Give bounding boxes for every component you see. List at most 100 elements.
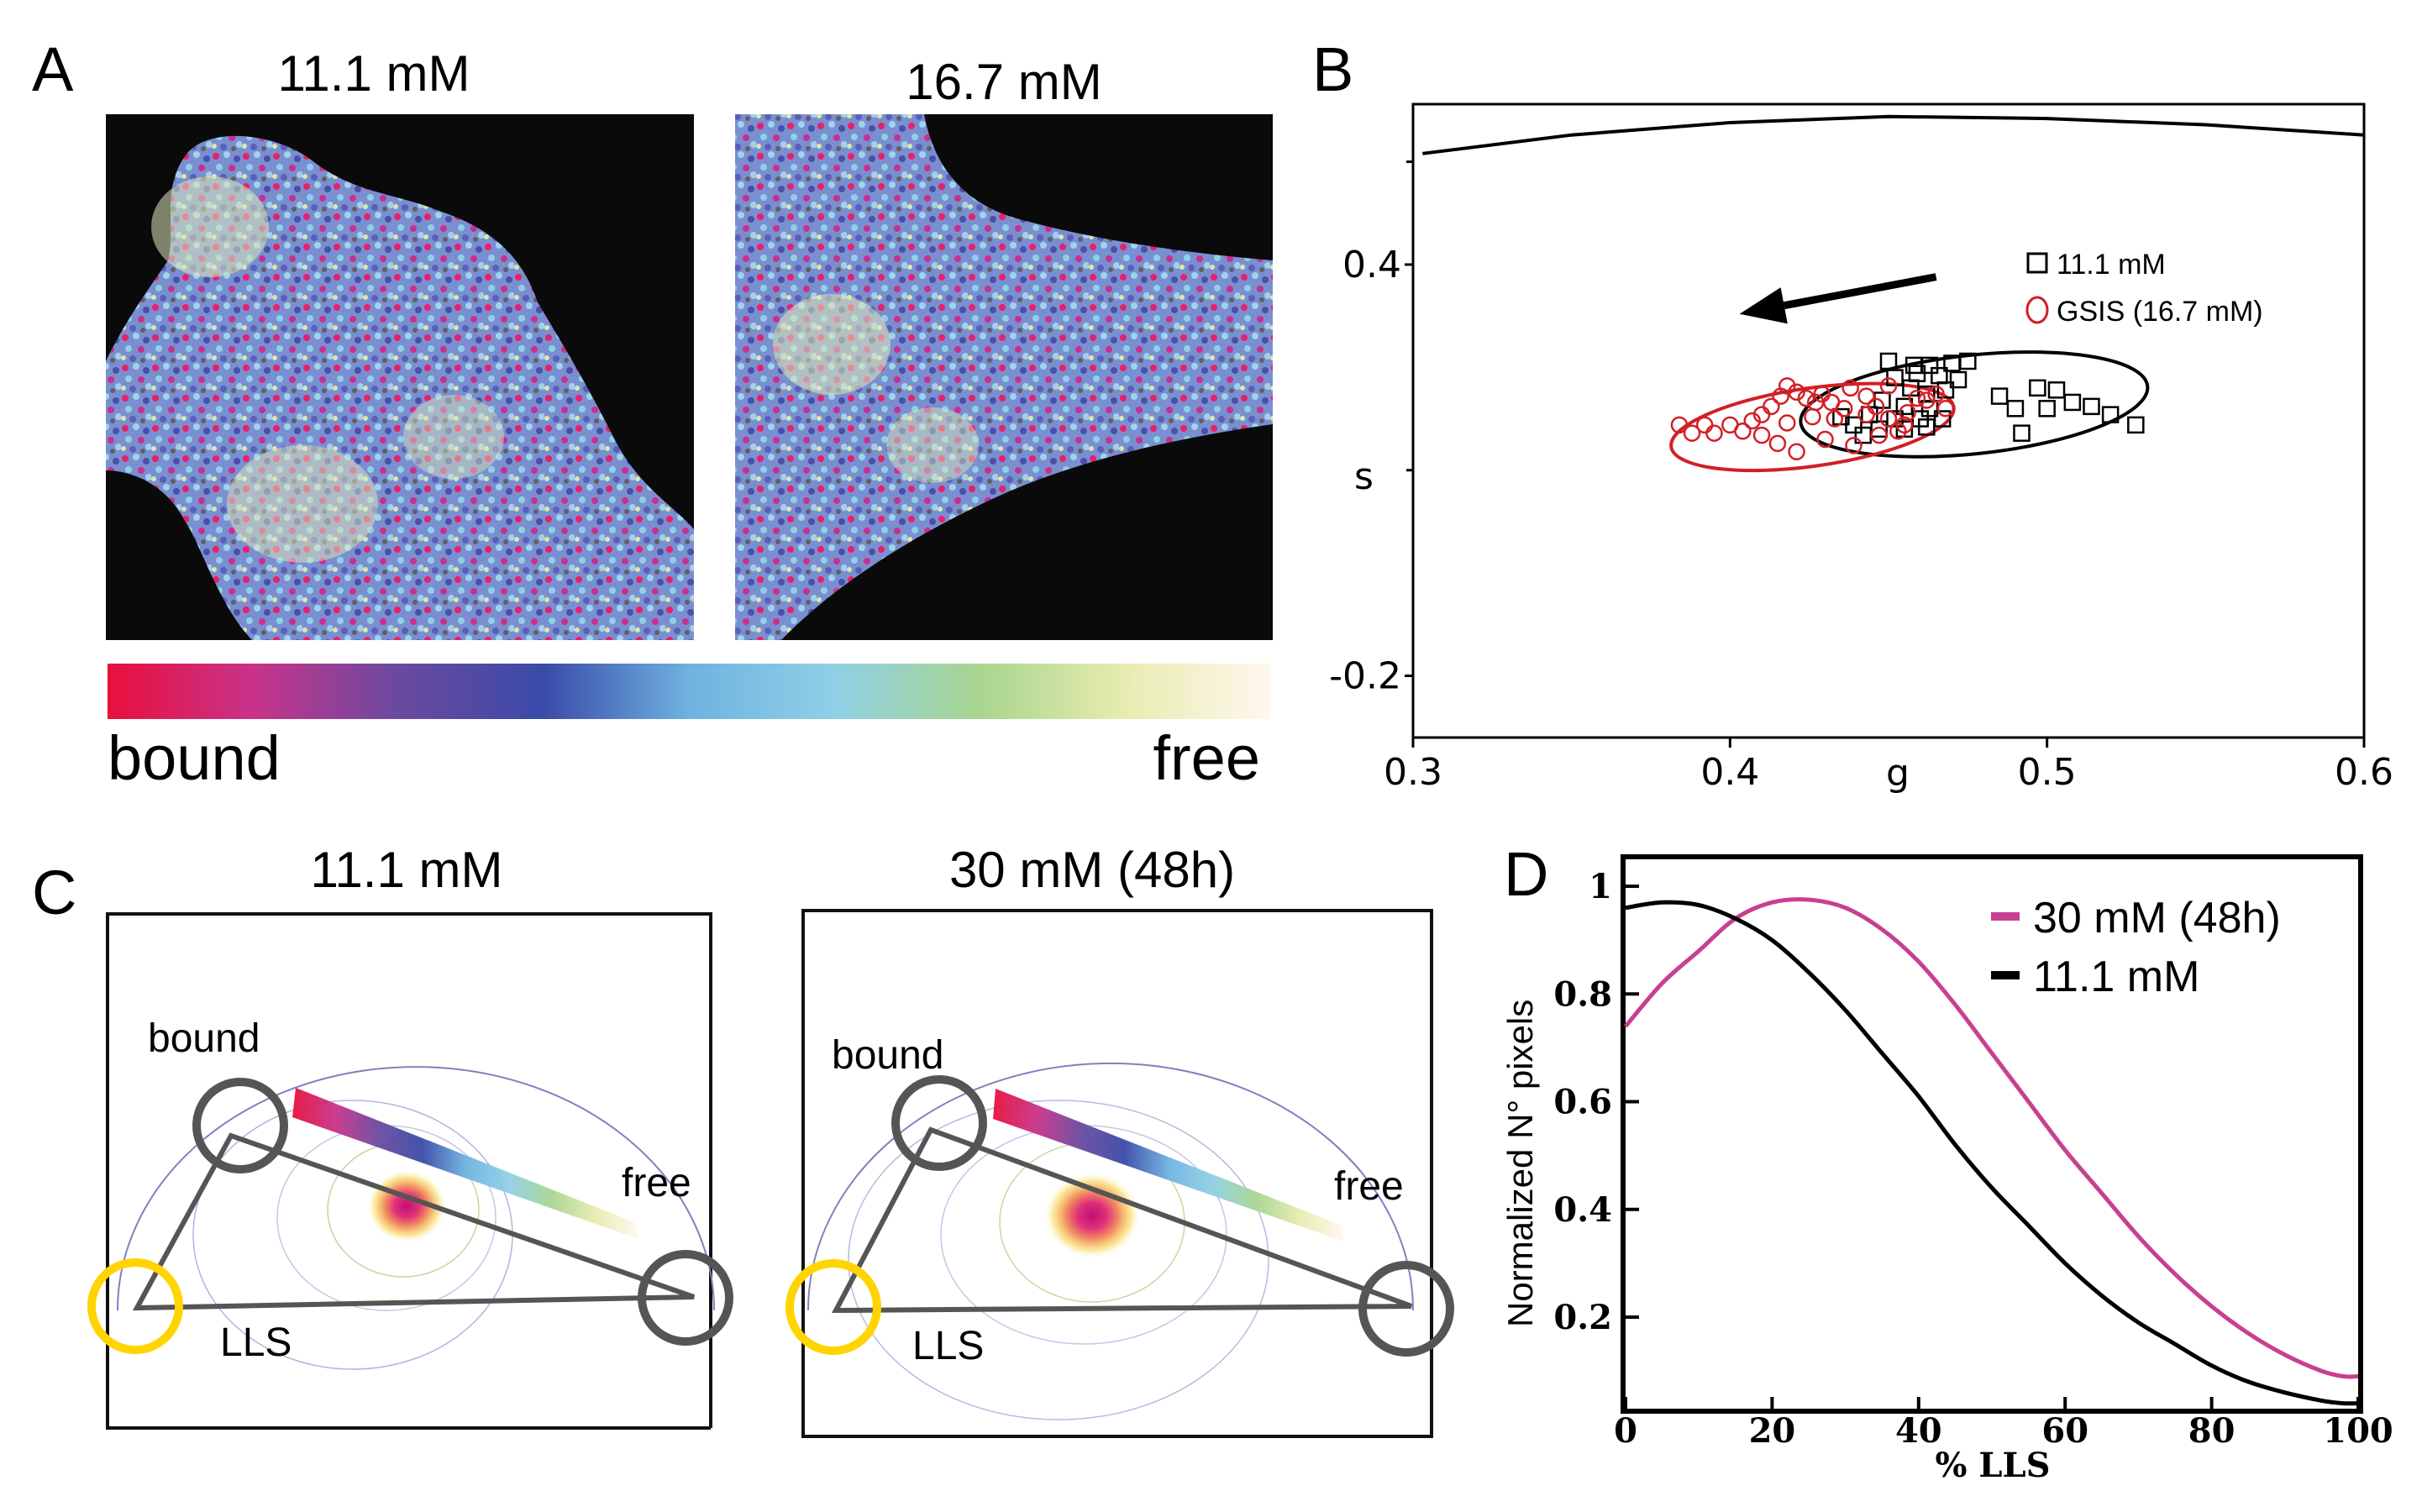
data-point-circle — [1927, 385, 1945, 403]
microscopy-image-right — [735, 114, 1273, 640]
legend-square-marker — [2026, 252, 2048, 274]
density-hotspot — [1043, 1172, 1141, 1259]
data-point-circle — [1705, 424, 1723, 442]
data-point-circle — [1857, 387, 1875, 405]
data-point-circle — [1879, 410, 1898, 428]
diagram-title-11mm: 11.1 mM — [311, 842, 503, 898]
confidence-ellipse — [1799, 350, 2150, 459]
data-point-circle — [1763, 397, 1780, 416]
shift-arrow-head — [1739, 287, 1788, 324]
data-point-circle — [1889, 422, 1907, 440]
x-tick-label: 0.3 — [1384, 751, 1442, 794]
legend-label-gsis: GSIS (16.7 mM) — [2057, 296, 2263, 328]
y-tick-label: 0.8 — [1553, 974, 1612, 1014]
x-tick-label: 40 — [1895, 1411, 1942, 1451]
x-tick-label: 0 — [1614, 1411, 1637, 1451]
colorbar-label-bound: bound — [108, 723, 281, 793]
data-point-circle — [1867, 397, 1885, 416]
data-point-square — [2101, 406, 2120, 423]
x-tick-label: 20 — [1749, 1411, 1796, 1451]
lls-plot-area: 0 20 40 60 80 100 0.2 0.4 0.6 0.8 1 — [1553, 867, 2393, 1451]
color-wedge — [292, 1088, 638, 1239]
data-point-circle — [1797, 389, 1815, 407]
series-line-11mm — [1625, 900, 2359, 1406]
y-tick-label: 0.4 — [1553, 1190, 1612, 1230]
yellow-circle — [87, 1258, 183, 1354]
data-point-square — [2013, 424, 2031, 442]
free-circle — [638, 1250, 733, 1346]
data-point-square — [1949, 370, 1968, 389]
data-point-circle — [1841, 379, 1859, 397]
data-point-square — [2083, 397, 2100, 416]
x-tick-label: 80 — [2188, 1411, 2235, 1451]
legend-label-11mm: 11.1 mM — [2033, 953, 2199, 1001]
data-point-circle — [1804, 407, 1821, 426]
y-tick-label: 0.2 — [1553, 1298, 1612, 1337]
legend-swatch-11mm — [1991, 971, 2020, 979]
y-tick-label: 1 — [1589, 867, 1612, 906]
phasor-plot-frame — [1411, 102, 2366, 739]
free-label: free — [622, 1161, 691, 1205]
phasor-ylabel: s — [1354, 455, 1374, 498]
microscopy-image-left — [106, 114, 694, 640]
lls-histogram-chart: Normalized N° pixels % LLS 0 20 40 60 80 100 0… — [1500, 854, 2393, 1485]
data-point-square — [2006, 400, 2025, 417]
bound-label: bound — [148, 1016, 260, 1061]
phasor-diagram-11mm: 11.1 mM bound free LLS — [87, 842, 733, 1430]
legend-label-11mm: 11.1 mM — [2057, 249, 2166, 281]
image-title-16mm: 16.7 mM — [906, 54, 1101, 110]
phasor-scatter-chart: s g 0.3 0.4 0.5 0.6 -0.2 0.4 11.1 mM GSIS (16… — [1329, 102, 2393, 795]
data-point-square — [2047, 381, 2066, 399]
bound-circle — [891, 1075, 987, 1171]
phasor-xlabel: g — [1886, 752, 1910, 795]
data-point-circle — [1778, 377, 1796, 395]
data-point-circle — [1918, 391, 1936, 409]
colorbar — [108, 664, 1270, 719]
data-point-circle — [1695, 416, 1714, 434]
lls-xlabel: % LLS — [1935, 1446, 2050, 1485]
x-tick-label: 60 — [2041, 1411, 2088, 1451]
x-tick-label: 0.6 — [2335, 751, 2393, 794]
panel-letter-c: C — [32, 858, 76, 927]
shift-arrow-shaft — [1783, 273, 1937, 310]
x-tick-label: 100 — [2323, 1411, 2393, 1451]
panel-letter-d: D — [1504, 839, 1548, 909]
data-point-circle — [1879, 377, 1898, 395]
image-title-11mm: 11.1 mM — [278, 45, 470, 102]
free-label: free — [1334, 1164, 1404, 1209]
data-point-circle — [1670, 416, 1689, 434]
data-point-circle — [1788, 383, 1805, 401]
data-point-circle — [1826, 410, 1844, 428]
phasor-diagram-30mm: 30 mM (48h) bound free LLS — [785, 842, 1454, 1438]
series-line-30mm — [1624, 897, 2359, 1379]
data-point-circle — [1683, 424, 1701, 442]
data-point-circle — [1936, 400, 1955, 417]
data-point-circle — [1835, 400, 1853, 417]
phasor-plot-area: 0.3 0.4 0.5 0.6 -0.2 0.4 — [1329, 114, 2393, 794]
data-point-square — [1873, 391, 1891, 409]
bound-label: bound — [832, 1033, 943, 1078]
lls-ylabel: Normalized N° pixels — [1500, 1000, 1540, 1327]
yellow-circle — [785, 1259, 881, 1355]
data-point-square — [1990, 387, 2009, 405]
legend-circle-marker — [2025, 296, 2049, 324]
data-point-square — [2127, 416, 2145, 434]
legend-label-30mm: 30 mM (48h) — [2033, 894, 2281, 942]
lls-plot-frame — [1621, 854, 2363, 1414]
data-point-square — [1879, 352, 1898, 370]
x-tick-label: 0.4 — [1700, 751, 1759, 794]
lls-label: LLS — [912, 1324, 984, 1368]
data-point-circle — [1845, 437, 1862, 454]
data-point-square — [1918, 418, 1936, 436]
color-wedge — [993, 1089, 1344, 1242]
diagram-title-30mm: 30 mM (48h) — [949, 842, 1235, 898]
data-point-circle — [1768, 434, 1787, 453]
data-point-square — [2029, 379, 2046, 397]
data-point-circle — [1870, 426, 1888, 444]
data-point-circle — [1734, 422, 1752, 440]
colorbar-label-free: free — [1153, 723, 1260, 793]
data-point-square — [2063, 393, 2082, 412]
data-point-square — [1936, 381, 1955, 399]
legend-swatch-30mm — [1991, 912, 2020, 921]
